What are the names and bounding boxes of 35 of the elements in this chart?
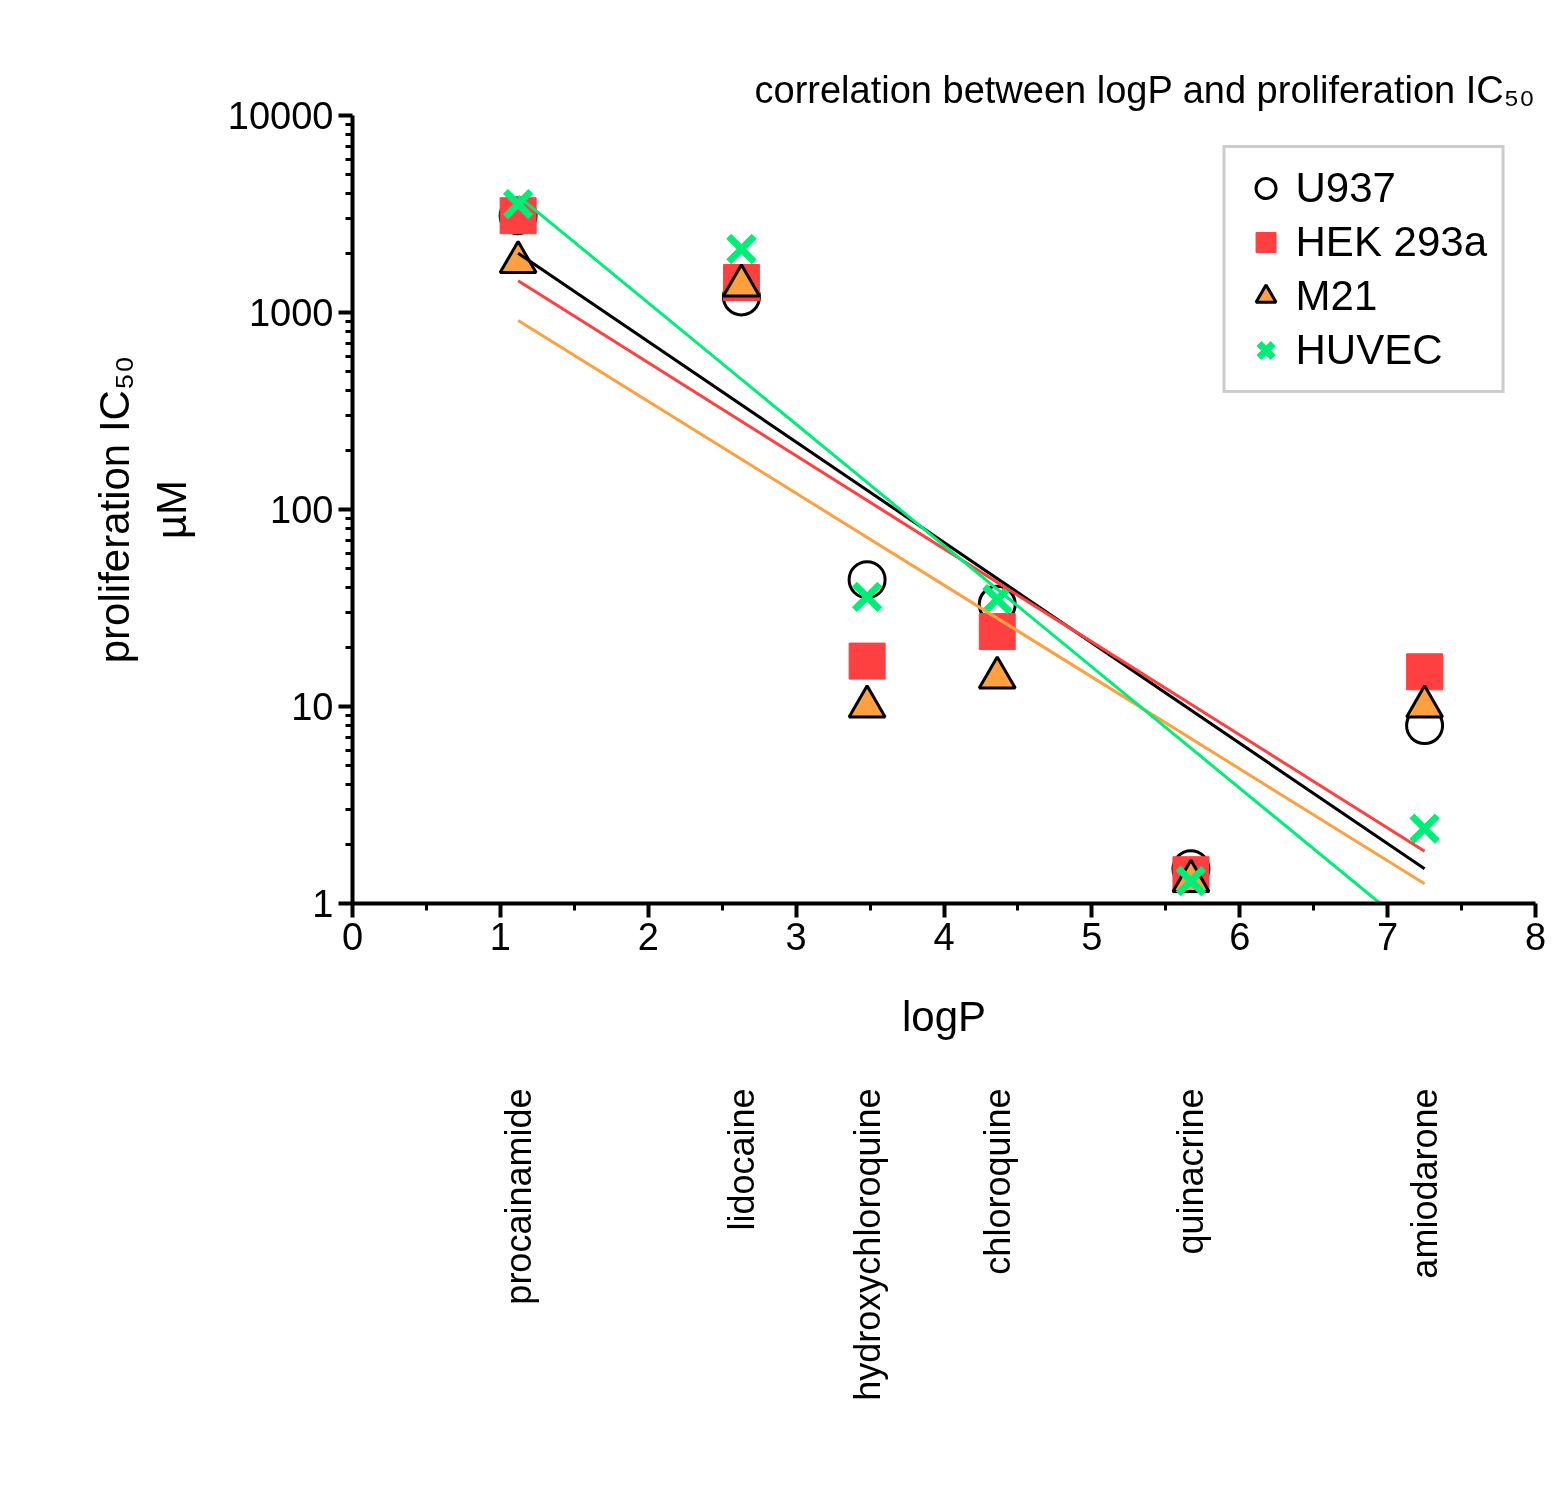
point [1174, 864, 1208, 898]
point [848, 642, 886, 680]
x-tick-label: 8 [1524, 915, 1547, 958]
point [978, 613, 1016, 651]
text: procainamide [497, 1088, 539, 1305]
x-tick-label: 5 [1081, 915, 1103, 958]
chart-title: correlation between logP and proliferation IC₅₀ [754, 68, 1535, 111]
legend-label: HUVEC [1295, 326, 1443, 374]
y-tick-label: 10 [291, 686, 334, 728]
y-tick-label: 100 [270, 489, 334, 531]
x-tick-label: 0 [341, 915, 364, 958]
x-axis-title: logP [901, 992, 987, 1040]
text: lidocaine [720, 1088, 762, 1231]
x-tick-label: 6 [1229, 915, 1251, 958]
legend-label: U937 [1295, 164, 1396, 212]
x-tick-label: 4 [933, 915, 955, 958]
x-tick-label: 2 [637, 915, 659, 958]
point [1406, 653, 1444, 691]
y-tick-label: 10000 [227, 95, 334, 137]
point [1408, 812, 1441, 845]
x-tick-label: 3 [785, 915, 807, 958]
y-tick-label: 1000 [248, 292, 334, 334]
x-tick-label: 7 [1377, 915, 1399, 958]
text: hydroxychloroquine [846, 1088, 888, 1401]
text: amiodarone [1404, 1088, 1446, 1279]
legend-label: HEK 293a [1295, 218, 1487, 266]
legend-label: M21 [1295, 272, 1378, 320]
y-tick-label: 1 [312, 883, 334, 925]
y-axis-title: proliferation IC₅₀ µM [91, 355, 195, 664]
point [850, 580, 884, 614]
point [725, 232, 758, 266]
point [501, 187, 535, 221]
text: chloroquine [976, 1088, 1018, 1275]
text: quinacrine [1170, 1088, 1212, 1255]
x-tick-label: 1 [489, 915, 511, 958]
